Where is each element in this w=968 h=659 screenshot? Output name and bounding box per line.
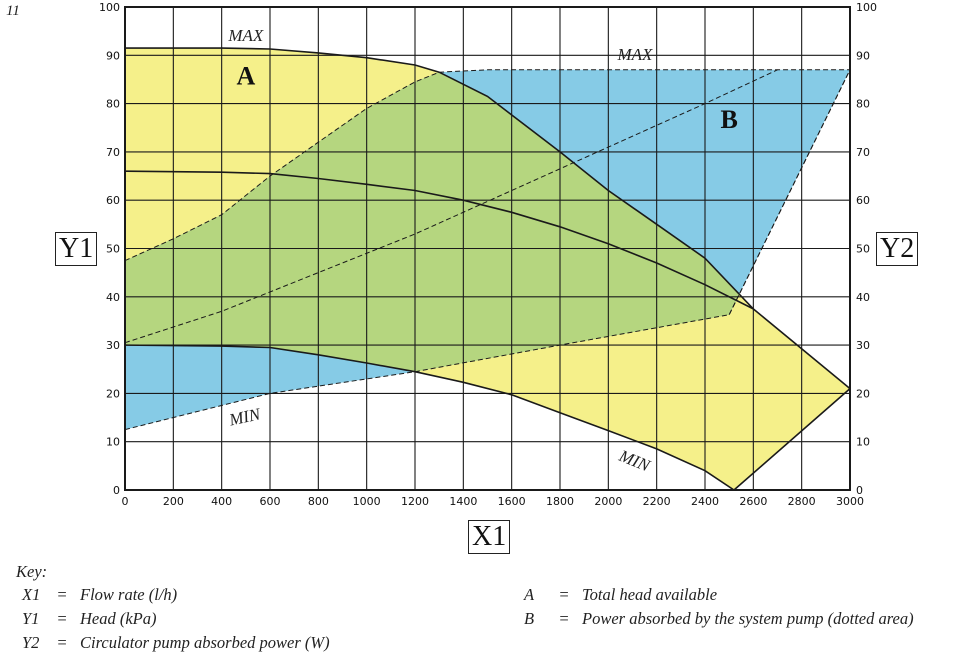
y2-tick-label: 40 [856, 291, 870, 304]
key-item-x1: X1 = Flow rate (l/h) [22, 585, 178, 604]
x-tick-label: 2800 [788, 495, 816, 508]
x-tick-label: 2600 [739, 495, 767, 508]
key-item-a: A = Total head available [524, 585, 718, 604]
plot-frame [124, 6, 851, 491]
y2-axis-label: Y2 [876, 232, 919, 266]
key-item-y2: Y2 = Circulator pump absorbed power (W) [22, 633, 330, 652]
region-label-a: A [236, 61, 255, 90]
x1-axis-label: X1 [468, 520, 511, 554]
y1-tick-label: 50 [106, 243, 120, 256]
x-tick-label: 3000 [836, 495, 864, 508]
head-curve-max [125, 47, 851, 390]
y2-tick-label: 80 [856, 98, 870, 111]
key-title: Key: [16, 562, 48, 581]
annotation-max: MAX [616, 45, 653, 64]
y2-tick-label: 20 [856, 387, 870, 400]
power-area-edge [728, 69, 851, 315]
power-curve-mid [124, 69, 778, 344]
y1-tick-label: 0 [113, 484, 120, 497]
x-tick-label: 1800 [546, 495, 574, 508]
y2-tick-label: 100 [856, 1, 877, 14]
x-tick-label: 800 [308, 495, 329, 508]
y1-tick-label: 100 [99, 1, 120, 14]
y2-tick-label: 90 [856, 49, 870, 62]
y1-tick-label: 90 [106, 49, 120, 62]
y1-tick-label: 20 [106, 387, 120, 400]
x-tick-label: 2400 [691, 495, 719, 508]
key-item-y1: Y1 = Head (kPa) [22, 609, 157, 628]
y2-tick-label: 60 [856, 194, 870, 207]
head-curve-min [124, 344, 851, 492]
annotation-min: MIN [226, 404, 263, 430]
power-curve-max [124, 69, 850, 262]
x-tick-label: 1400 [449, 495, 477, 508]
y2-tick-label: 70 [856, 146, 870, 159]
region-label-b: B [720, 105, 737, 134]
annotation-max: MAX [227, 26, 264, 45]
head-curve-mid [124, 170, 754, 310]
x-tick-label: 1600 [498, 495, 526, 508]
y1-tick-label: 10 [106, 436, 120, 449]
key-item-b: B = Power absorbed by the system pump (dot… [524, 609, 914, 628]
x-tick-label: 200 [163, 495, 184, 508]
y2-tick-label: 10 [856, 436, 870, 449]
figure-number: 11 [6, 3, 20, 19]
x-tick-label: 400 [211, 495, 232, 508]
x-tick-label: 1200 [401, 495, 429, 508]
pump-performance-chart: 0 200 400 600 800 1000 1200 1400 1600 1800 2000 220… [99, 1, 877, 508]
power-curve-min [124, 69, 851, 431]
x-tick-label: 0 [122, 495, 129, 508]
y1-tick-label: 60 [106, 194, 120, 207]
y2-tick-label: 50 [856, 243, 870, 256]
y1-tick-label: 40 [106, 291, 120, 304]
x-tick-label: 600 [260, 495, 281, 508]
y1-axis-label: Y1 [55, 232, 98, 266]
y1-tick-label: 80 [106, 98, 120, 111]
x-tick-label: 1000 [353, 495, 381, 508]
y1-tick-label: 70 [106, 146, 120, 159]
y1-tick-label: 30 [106, 339, 120, 352]
x-tick-label: 2200 [643, 495, 671, 508]
y2-tick-label: 0 [856, 484, 863, 497]
y2-tick-label: 30 [856, 339, 870, 352]
annotation-min: MIN [616, 446, 654, 476]
x-tick-label: 2000 [594, 495, 622, 508]
